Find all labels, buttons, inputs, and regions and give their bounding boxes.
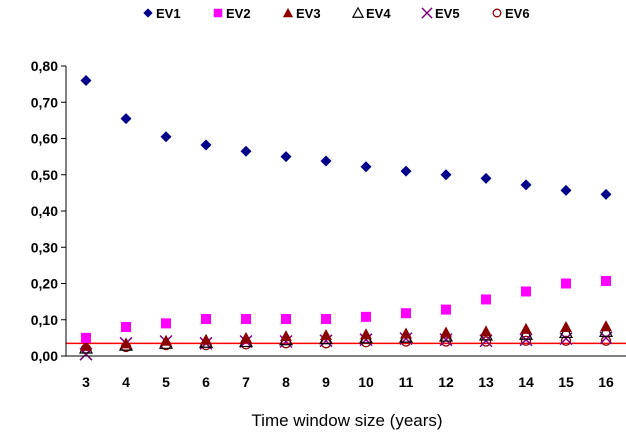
point-ev6 (480, 336, 492, 347)
point-ev1 (520, 179, 532, 191)
point-ev6 (560, 335, 572, 346)
point-ev2 (201, 314, 211, 325)
legend-marker-ev6 (492, 8, 502, 18)
x-tick-label: 5 (162, 374, 170, 390)
point-ev1 (480, 172, 492, 184)
x-tick-label: 6 (202, 374, 210, 390)
series-ev2 (81, 275, 611, 343)
y-tick-label: 0,20 (31, 276, 58, 292)
legend-label-ev3: EV3 (296, 6, 321, 21)
point-ev2 (521, 286, 531, 297)
legend-item-ev4: EV4 (351, 6, 391, 21)
point-ev3 (520, 322, 532, 334)
point-ev3 (480, 325, 492, 337)
y-tick-label: 0,30 (31, 239, 58, 255)
legend-item-ev3: EV3 (282, 6, 321, 21)
point-ev2 (321, 314, 331, 325)
legend-marker-ev3 (282, 7, 294, 18)
point-ev3 (240, 331, 252, 343)
point-ev1 (320, 155, 332, 167)
point-ev2 (481, 294, 491, 305)
point-ev3 (400, 327, 412, 339)
point-ev3 (560, 321, 572, 332)
point-ev3 (440, 326, 452, 338)
legend-marker-ev4 (351, 6, 365, 18)
point-ev2 (121, 322, 131, 332)
legend-item-ev5: EV5 (421, 6, 460, 21)
point-ev2 (401, 308, 411, 319)
point-ev1 (440, 169, 452, 181)
legend-label-ev4: EV4 (366, 6, 391, 21)
legend-marker-ev5 (421, 7, 433, 19)
point-ev1 (360, 161, 372, 173)
point-ev1 (200, 139, 212, 151)
x-tick-label: 16 (598, 374, 614, 390)
x-tick-label: 11 (399, 374, 414, 390)
y-tick-label: 0,10 (31, 312, 58, 328)
series-ev1 (80, 75, 612, 200)
y-axis: 0,00 0,10 0,20 0,30 0,40 0,50 0,60 0,70 0,80 (31, 58, 67, 364)
legend: EV1 EV2 EV3 EV4 EV5 EV6 (143, 6, 530, 21)
point-ev3 (600, 320, 612, 332)
point-ev3 (80, 339, 92, 351)
point-ev3 (200, 333, 212, 345)
x-tick-label: 3 (82, 374, 90, 390)
x-tick-label: 4 (122, 374, 130, 390)
legend-marker-ev1 (143, 8, 153, 18)
y-tick-label: 0,00 (31, 348, 58, 364)
point-ev2 (441, 304, 451, 315)
point-ev2 (561, 278, 571, 289)
point-ev2 (241, 314, 251, 325)
x-axis-title: Time window size (years) (251, 411, 442, 430)
x-tick-label: 9 (322, 374, 330, 390)
y-tick-label: 0,50 (31, 167, 58, 183)
legend-marker-ev5-stroke-b (421, 7, 433, 19)
point-ev2 (281, 314, 291, 325)
point-ev3 (320, 328, 332, 340)
legend-label-ev2: EV2 (226, 6, 251, 21)
point-ev3 (280, 330, 292, 342)
point-ev1 (560, 184, 572, 196)
legend-item-ev2: EV2 (213, 6, 251, 21)
point-ev1 (600, 188, 612, 200)
point-ev1 (400, 165, 412, 177)
x-tick-label: 10 (358, 374, 374, 390)
legend-marker-ev2 (213, 8, 223, 18)
point-ev1 (80, 75, 92, 86)
legend-item-ev1: EV1 (143, 6, 181, 21)
series-ev3 (80, 320, 612, 351)
legend-label-ev1: EV1 (156, 6, 181, 21)
point-ev1 (280, 151, 292, 163)
x-tick-label: 8 (282, 374, 290, 390)
y-tick-label: 0,70 (31, 94, 58, 110)
x-tick-label: 15 (558, 374, 574, 390)
point-ev1 (240, 145, 252, 157)
x-tick-label: 13 (478, 374, 494, 390)
point-ev3 (120, 337, 132, 349)
x-axis: 3 4 5 6 7 8 9 10 11 12 13 14 15 16 (66, 355, 626, 390)
legend-label-ev5: EV5 (435, 6, 460, 21)
point-ev6 (520, 335, 532, 346)
x-tick-label: 12 (438, 374, 454, 390)
y-tick-label: 0,60 (31, 131, 58, 147)
point-ev2 (601, 275, 611, 286)
legend-label-ev6: EV6 (505, 6, 530, 21)
y-tick-label: 0,40 (31, 203, 58, 219)
legend-item-ev6: EV6 (492, 6, 530, 21)
point-ev1 (160, 131, 172, 143)
x-tick-label: 14 (518, 374, 534, 390)
x-tick-label: 7 (242, 374, 250, 390)
point-ev3 (360, 328, 372, 340)
point-ev2 (361, 311, 371, 322)
series-ev4 (78, 324, 614, 354)
y-tick-label: 0,80 (31, 58, 58, 74)
plot-area (66, 75, 626, 361)
point-ev2 (161, 318, 171, 329)
point-ev2 (81, 332, 91, 343)
point-ev3 (160, 334, 172, 346)
point-ev1 (120, 113, 132, 125)
